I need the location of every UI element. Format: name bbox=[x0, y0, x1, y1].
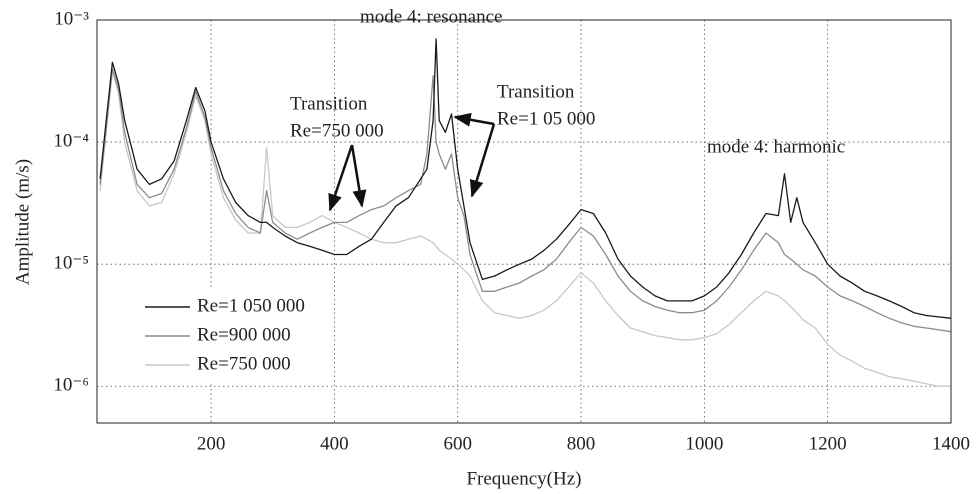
x-tick-label: 200 bbox=[197, 433, 226, 454]
legend-label: Re=900 000 bbox=[197, 324, 291, 345]
annotation: Re=1 05 000 bbox=[497, 108, 595, 129]
y-axis-label: Amplitude (m/s) bbox=[12, 159, 33, 285]
x-tick-label: 400 bbox=[320, 433, 349, 454]
x-tick-label: 800 bbox=[567, 433, 596, 454]
series-line bbox=[99, 38, 952, 319]
y-tick-label: 10⁻⁴ bbox=[53, 130, 89, 151]
arrow bbox=[469, 123, 496, 198]
annotation: Transition bbox=[290, 93, 368, 114]
x-tick-label: 1200 bbox=[809, 433, 847, 454]
annotation: mode 4: resonance bbox=[360, 6, 502, 27]
y-tick-label: 10⁻³ bbox=[54, 8, 89, 29]
legend-label: Re=1 050 000 bbox=[197, 295, 305, 316]
arrows bbox=[328, 112, 496, 212]
series-line bbox=[99, 70, 951, 387]
lines bbox=[99, 38, 952, 387]
x-tick-label: 600 bbox=[443, 433, 472, 454]
x-tick-label: 1400 bbox=[932, 433, 970, 454]
plot-frame bbox=[96, 19, 952, 424]
legend-label: Re=750 000 bbox=[197, 353, 291, 374]
legend: Re=1 050 000 Re=900 000 Re=750 000 bbox=[128, 290, 328, 382]
arrow bbox=[350, 144, 367, 208]
annotation: Re=750 000 bbox=[290, 120, 384, 141]
y-tick-label: 10⁻⁶ bbox=[53, 375, 89, 396]
y-tick-label: 10⁻⁵ bbox=[53, 253, 89, 274]
annotation: mode 4: harmonic bbox=[707, 136, 845, 157]
series-line bbox=[99, 67, 952, 333]
x-axis-label: Frequency(Hz) bbox=[466, 468, 581, 489]
tick-labels: 10⁻³ 10⁻⁴ 10⁻⁵ 10⁻⁶ 200 400 600 800 1000 1200 1400 bbox=[53, 8, 970, 454]
arrow bbox=[453, 112, 495, 127]
arrow bbox=[328, 144, 354, 212]
annotation: Transition bbox=[497, 81, 575, 102]
x-tick-label: 1000 bbox=[685, 433, 723, 454]
